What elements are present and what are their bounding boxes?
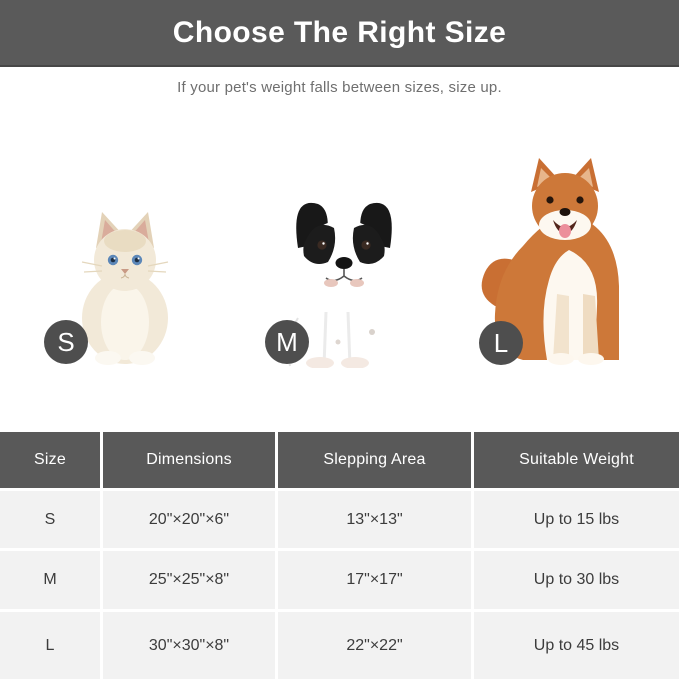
column-header-dimensions: Dimensions <box>103 432 275 488</box>
cell-s-dimensions: 20"×20"×6" <box>103 491 275 548</box>
shiba-inu-illustration <box>481 158 619 365</box>
size-table: Size Dimensions Slepping Area Suitable W… <box>0 432 679 679</box>
column-header-size: Size <box>0 432 100 488</box>
cat-illustration <box>81 212 169 365</box>
cell-s-size: S <box>0 491 100 548</box>
cell-l-suitable-weight: Up to 45 lbs <box>474 612 679 679</box>
cell-m-dimensions: 25"×25"×8" <box>103 551 275 609</box>
subtitle: If your pet's weight falls between sizes… <box>177 79 502 96</box>
french-bulldog-illustration <box>287 202 399 368</box>
page-title: Choose The Right Size <box>172 15 507 49</box>
size-badge-l-label: L <box>493 327 509 358</box>
column-header-slepping-area: Slepping Area <box>278 432 471 488</box>
size-badge-s: S <box>44 320 88 364</box>
size-badge-m-label: M <box>276 326 298 357</box>
size-badge-s-label: S <box>57 326 75 357</box>
french-bulldog-photo <box>260 190 428 368</box>
cell-l-dimensions: 30"×30"×8" <box>103 612 275 679</box>
cell-m-size: M <box>0 551 100 609</box>
cell-l-slepping-area: 22"×22" <box>278 612 471 679</box>
cat-photo <box>66 196 184 366</box>
header-banner: Choose The Right Size <box>0 0 679 67</box>
cell-m-slepping-area: 17"×17" <box>278 551 471 609</box>
cell-l-size: L <box>0 612 100 679</box>
shiba-inu-photo <box>465 154 663 366</box>
cell-m-suitable-weight: Up to 30 lbs <box>474 551 679 609</box>
size-badge-l: L <box>479 321 523 365</box>
size-badge-m: M <box>265 320 309 364</box>
column-header-suitable-weight: Suitable Weight <box>474 432 679 488</box>
cell-s-slepping-area: 13"×13" <box>278 491 471 548</box>
cell-s-suitable-weight: Up to 15 lbs <box>474 491 679 548</box>
